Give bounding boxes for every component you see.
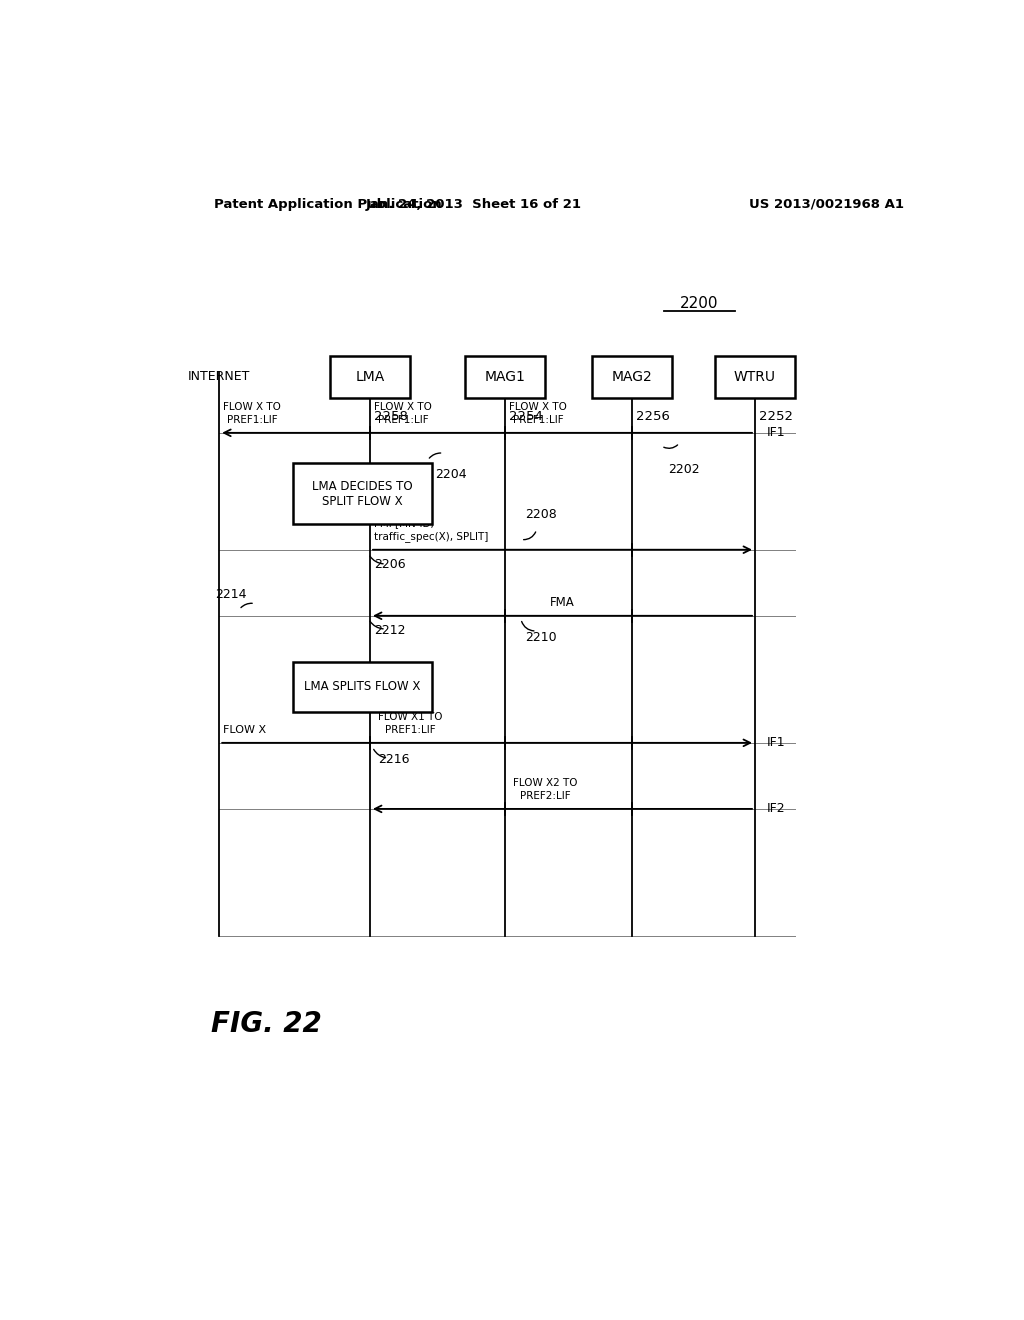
Text: LMA SPLITS FLOW X: LMA SPLITS FLOW X	[304, 680, 420, 693]
Text: Jan. 24, 2013  Sheet 16 of 21: Jan. 24, 2013 Sheet 16 of 21	[366, 198, 582, 211]
Text: 2256: 2256	[636, 411, 670, 424]
FancyBboxPatch shape	[293, 661, 431, 713]
Text: 2202: 2202	[668, 463, 699, 477]
Text: FMI [MN-ID,
traffic_spec(X), SPLIT]: FMI [MN-ID, traffic_spec(X), SPLIT]	[374, 519, 488, 541]
Text: FMA: FMA	[550, 595, 574, 609]
Text: 2212: 2212	[374, 624, 406, 638]
Text: FLOW X TO
PREF1:LIF: FLOW X TO PREF1:LIF	[509, 403, 567, 425]
Text: MAG1: MAG1	[484, 370, 525, 384]
Text: FLOW X2 TO
PREF2:LIF: FLOW X2 TO PREF2:LIF	[513, 779, 578, 801]
FancyBboxPatch shape	[465, 355, 545, 399]
Text: 2214: 2214	[215, 587, 247, 601]
FancyBboxPatch shape	[715, 355, 795, 399]
Text: FLOW X TO
PREF1:LIF: FLOW X TO PREF1:LIF	[374, 403, 432, 425]
Text: FLOW X: FLOW X	[223, 725, 266, 735]
Text: LMA: LMA	[355, 370, 385, 384]
Text: FIG. 22: FIG. 22	[211, 1010, 323, 1039]
Text: 2200: 2200	[680, 296, 719, 312]
Text: IF2: IF2	[767, 803, 785, 816]
Text: IF1: IF1	[767, 426, 785, 440]
Text: 2210: 2210	[524, 631, 556, 644]
FancyBboxPatch shape	[331, 355, 410, 399]
Text: 2204: 2204	[435, 469, 467, 482]
Text: 2208: 2208	[524, 508, 557, 521]
Text: FLOW X1 TO
PREF1:LIF: FLOW X1 TO PREF1:LIF	[378, 713, 442, 735]
Text: INTERNET: INTERNET	[188, 371, 251, 383]
Text: 2258: 2258	[374, 411, 408, 424]
Text: Patent Application Publication: Patent Application Publication	[214, 198, 441, 211]
Text: 2216: 2216	[378, 752, 410, 766]
Text: 2206: 2206	[374, 558, 406, 570]
Text: MAG2: MAG2	[611, 370, 652, 384]
Text: US 2013/0021968 A1: US 2013/0021968 A1	[749, 198, 904, 211]
FancyBboxPatch shape	[592, 355, 672, 399]
Text: IF1: IF1	[767, 737, 785, 750]
Text: FLOW X TO
PREF1:LIF: FLOW X TO PREF1:LIF	[223, 403, 282, 425]
Text: 2254: 2254	[509, 411, 543, 424]
Text: 2252: 2252	[759, 411, 793, 424]
FancyBboxPatch shape	[293, 463, 431, 524]
Text: LMA DECIDES TO
SPLIT FLOW X: LMA DECIDES TO SPLIT FLOW X	[311, 479, 413, 508]
Text: WTRU: WTRU	[734, 370, 776, 384]
